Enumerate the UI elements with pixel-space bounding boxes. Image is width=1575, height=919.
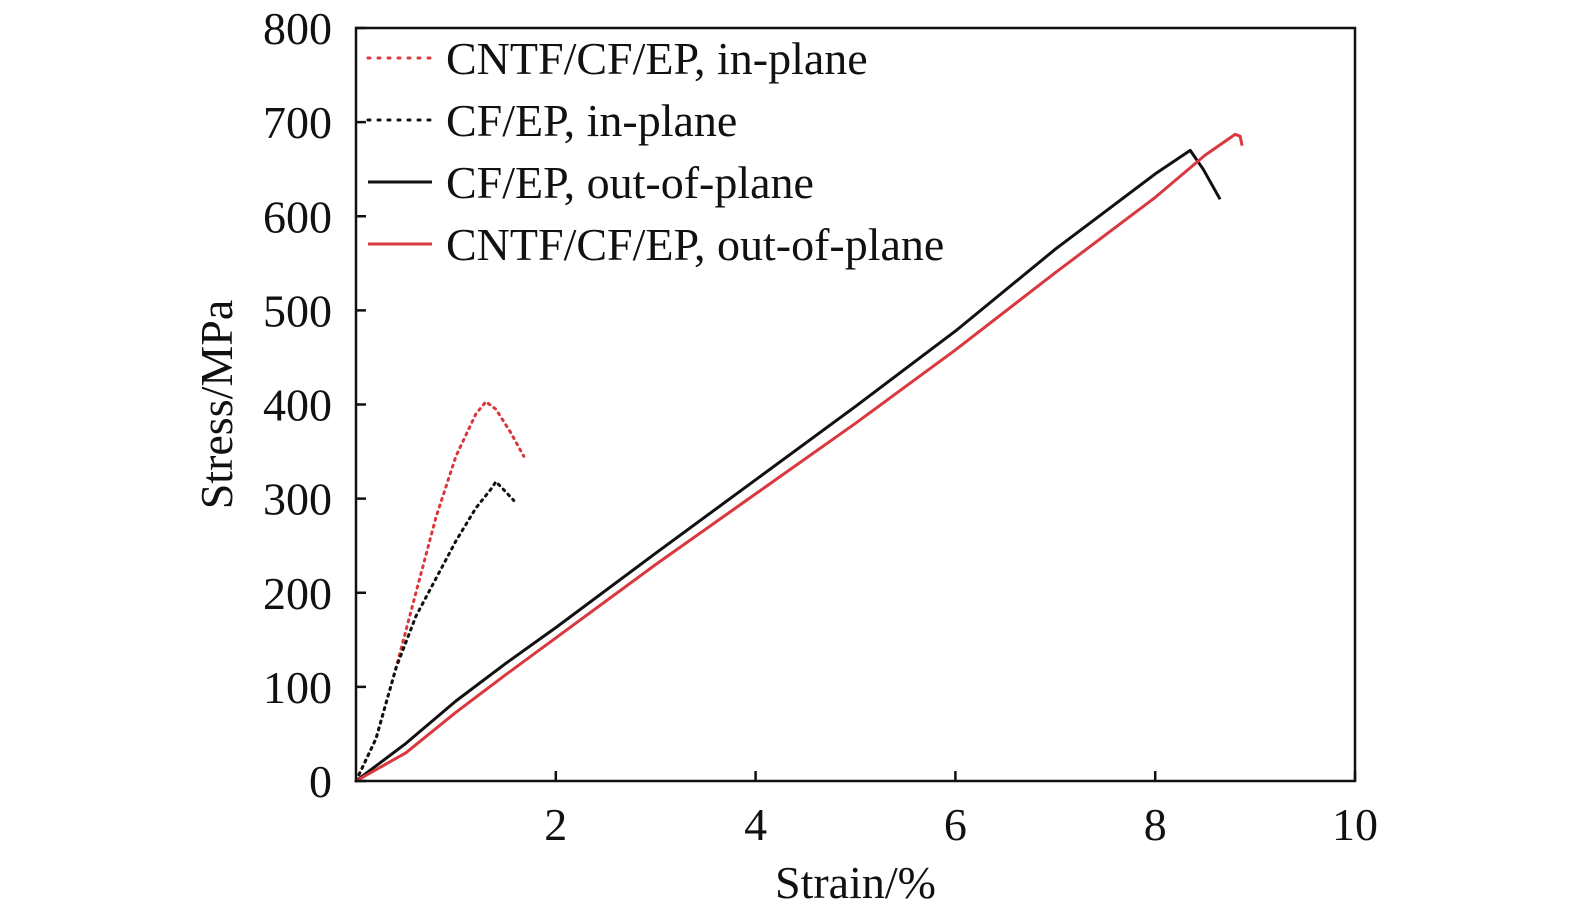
y-tick-label: 200 <box>263 568 332 619</box>
legend-label-1: CNTF/CF/EP, in-plane <box>446 33 868 84</box>
y-tick-label: 400 <box>263 380 332 431</box>
series-lines <box>354 132 1244 783</box>
y-axis-ticks: 0 100 200 300 400 500 600 700 800 <box>263 3 366 807</box>
series-line-3 <box>355 148 1222 783</box>
series-line-4 <box>355 132 1244 783</box>
plot-area-frame <box>354 26 1357 783</box>
legend-label-3: CF/EP, out-of-plane <box>446 157 814 208</box>
y-tick-label: 100 <box>263 662 332 713</box>
x-tick-label: 6 <box>944 799 967 850</box>
x-tick-label: 4 <box>744 799 767 850</box>
series-line-2 <box>354 480 516 783</box>
y-tick-label: 800 <box>263 3 332 54</box>
x-tick-label: 10 <box>1332 799 1378 850</box>
x-axis-ticks: 2 4 6 8 10 <box>544 771 1378 850</box>
legend: CNTF/CF/EP, in-plane CF/EP, in-plane CF/EP… <box>366 33 944 270</box>
y-tick-label: 0 <box>309 756 332 807</box>
legend-label-2: CF/EP, in-plane <box>446 95 737 146</box>
y-tick-label: 600 <box>263 191 332 242</box>
legend-label-4: CNTF/CF/EP, out-of-plane <box>446 219 944 270</box>
x-tick-label: 2 <box>544 799 567 850</box>
x-axis-title: Strain/% <box>775 857 936 908</box>
y-axis-title: Stress/MPa <box>191 300 242 510</box>
y-tick-label: 700 <box>263 97 332 148</box>
y-tick-label: 300 <box>263 474 332 525</box>
x-tick-label: 8 <box>1144 799 1167 850</box>
y-tick-label: 500 <box>263 285 332 336</box>
